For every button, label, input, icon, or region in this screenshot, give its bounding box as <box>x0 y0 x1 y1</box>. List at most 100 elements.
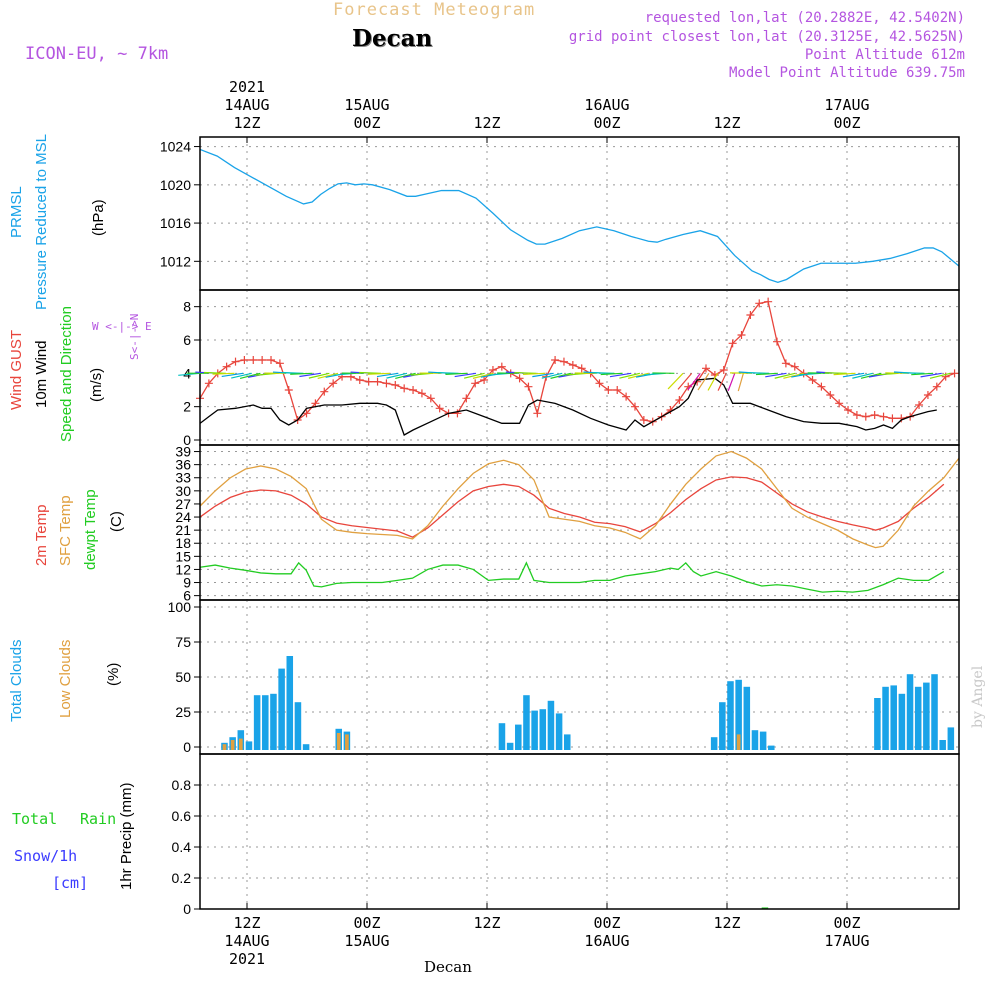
wind-arrow <box>359 371 382 374</box>
bar-total-clouds <box>302 744 310 750</box>
gust-marker <box>755 299 764 308</box>
wind-arrow <box>600 372 623 376</box>
gust-marker <box>568 361 577 369</box>
wind-arrow <box>212 372 235 375</box>
gust-marker <box>373 377 382 386</box>
gust-marker <box>817 382 826 391</box>
gust-marker <box>364 377 373 386</box>
bar-low-clouds <box>736 734 741 750</box>
precip-snow-label: Snow/1h <box>14 847 78 865</box>
gust-marker <box>524 382 533 391</box>
bar-total-clouds <box>245 741 253 750</box>
pressure-desc-label: Pressure Reduced to MSL <box>33 134 50 310</box>
gust-marker <box>480 376 489 384</box>
gust-marker <box>719 366 728 374</box>
gust-marker <box>471 379 480 388</box>
time-label: 00Z <box>593 914 620 932</box>
time-label-top: 12Z <box>713 114 740 132</box>
gust-marker <box>844 406 853 414</box>
wind-arrow <box>737 373 744 392</box>
bar-total-clouds <box>294 702 302 750</box>
panel-precipitation: 0 0.2 0.4 0.6 0.8 <box>172 753 960 917</box>
bar-total-clouds <box>882 686 889 750</box>
gust-marker <box>320 387 329 396</box>
time-label: 14AUG <box>224 932 269 950</box>
bar-total-clouds <box>727 681 734 750</box>
series-line-wind-gust <box>199 300 955 423</box>
temp-unit-label: (C) <box>108 511 125 532</box>
precip-snow-unit: [cm] <box>52 874 89 892</box>
bar-total-clouds <box>743 686 751 750</box>
gust-marker <box>382 379 391 388</box>
wind-arrow <box>727 373 736 392</box>
requested-coords: requested lon,lat (20.2882E, 42.5402N) <box>644 10 965 26</box>
wind-arrow <box>514 371 537 374</box>
ytick-label: 1016 <box>160 215 191 231</box>
wind-arrow <box>281 371 304 374</box>
bar-total-clouds <box>914 686 922 750</box>
gust-marker <box>595 379 604 388</box>
gust-marker <box>764 297 773 306</box>
gust-marker <box>302 409 311 418</box>
time-label-top: 12Z <box>473 114 500 132</box>
wind-arrow <box>523 372 546 376</box>
ytick-label: 21 <box>175 522 191 538</box>
temp-dew-label: dewpt Temp <box>82 489 99 570</box>
bar-total-clouds <box>710 737 718 750</box>
panel-frame <box>199 753 960 910</box>
gust-marker <box>515 374 524 383</box>
gust-marker <box>497 362 506 371</box>
gust-marker <box>915 401 924 409</box>
gust-marker <box>888 414 897 423</box>
gust-marker <box>728 339 737 348</box>
gust-marker <box>284 386 293 394</box>
subtitle: Forecast Meteogram <box>333 0 536 20</box>
ytick-label: 25 <box>175 704 191 720</box>
wind-arrow <box>592 372 615 374</box>
time-label: 00Z <box>353 914 380 932</box>
bar-low-clouds <box>336 733 341 750</box>
gust-marker <box>426 394 435 403</box>
wind-arrow <box>697 373 710 391</box>
model-label: ICON-EU, ~ 7km <box>25 44 169 64</box>
bar-total-clouds <box>539 709 547 750</box>
panel-wind: 02468 <box>183 289 960 448</box>
gust-marker <box>409 386 418 394</box>
bar-total-clouds <box>890 685 897 750</box>
gust-marker <box>702 364 710 373</box>
time-label: 12Z <box>713 914 740 932</box>
ytick-label: 50 <box>175 669 191 685</box>
pressure-unit-label: (hPa) <box>90 199 107 236</box>
wind-arrow <box>454 372 477 378</box>
wind-arrow <box>824 372 847 374</box>
precip-axis-label: 1hr Precip (mm) <box>118 782 135 890</box>
gust-marker <box>604 386 613 394</box>
bar-total-clouds <box>947 727 955 750</box>
ytick-label: 100 <box>168 599 192 615</box>
gust-marker <box>417 389 426 398</box>
bar-total-clouds <box>923 682 930 750</box>
bar-total-clouds <box>286 656 294 750</box>
gust-marker <box>746 311 755 319</box>
bar-low-clouds <box>238 738 243 750</box>
wind-arrow <box>541 372 563 379</box>
ytick-label: 15 <box>175 548 191 564</box>
ytick-label: 18 <box>175 535 191 551</box>
ytick-label: 27 <box>175 496 191 512</box>
wind-arrow <box>677 372 693 390</box>
bar-total-clouds <box>931 674 938 750</box>
series-line-prmsl <box>199 148 960 284</box>
bar-low-clouds <box>222 744 227 750</box>
time-label-top: 12Z <box>233 114 260 132</box>
gust-marker <box>737 331 746 339</box>
wind-arrow <box>707 373 719 391</box>
bar-total-clouds <box>768 745 775 750</box>
wind-direction-arrows <box>178 371 951 392</box>
gust-marker <box>222 362 231 371</box>
temp-2m-label: 2m Temp <box>33 504 50 566</box>
wind-unit-label: (m/s) <box>88 367 105 402</box>
wind-arrow <box>717 373 727 391</box>
ytick-label: 1024 <box>160 139 191 155</box>
panel-pressure: 1012 1016 1020 1024 <box>160 136 960 291</box>
